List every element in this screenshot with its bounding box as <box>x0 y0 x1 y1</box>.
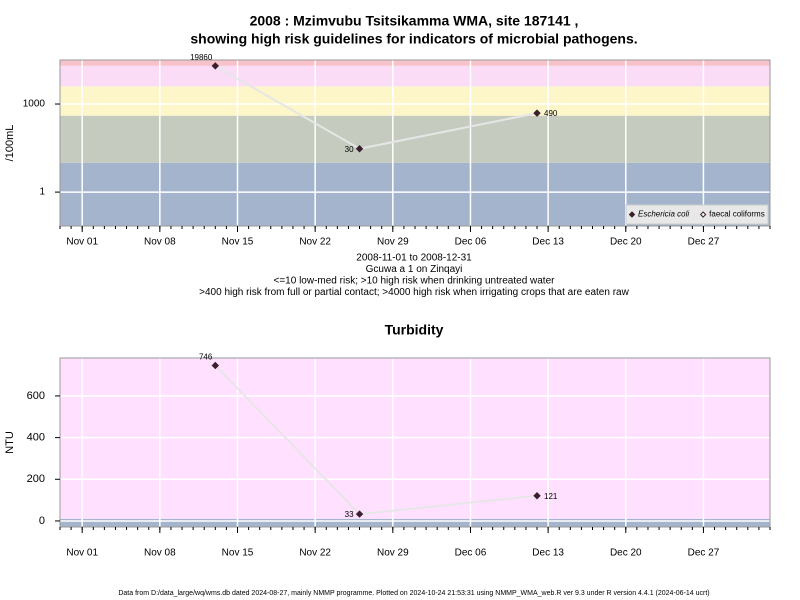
risk-band <box>60 115 770 163</box>
x-tick-label: Nov 22 <box>299 237 331 248</box>
x-tick-label: Dec 06 <box>455 237 487 248</box>
y-tick-label: 600 <box>27 390 45 402</box>
y-tick-label: 1000 <box>23 99 46 110</box>
risk-band <box>60 518 770 527</box>
x-tick-label: Nov 29 <box>377 237 409 248</box>
x-tick-label: Nov 08 <box>144 237 176 248</box>
data-label: 19860 <box>190 53 213 62</box>
y-tick-label: 1 <box>39 187 45 198</box>
data-label: 121 <box>544 492 558 501</box>
x-tick-label: Dec 20 <box>610 548 642 559</box>
x-tick-label: Nov 22 <box>299 548 331 559</box>
y-axis-label: NTU <box>4 431 16 454</box>
x-tick-label: Dec 13 <box>532 548 564 559</box>
x-tick-label: Nov 08 <box>144 548 176 559</box>
data-point <box>211 62 220 70</box>
legend-label: faecal coliforms <box>709 210 765 219</box>
legend-marker <box>628 211 636 218</box>
subtitle-note: <=10 low-med risk; >10 high risk when dr… <box>274 276 556 287</box>
x-tick-label: Dec 20 <box>610 237 642 248</box>
x-tick-label: Dec 06 <box>455 548 487 559</box>
subtitle-note: Gcuwa a 1 on Zinqayi <box>366 264 463 275</box>
footer: Data from D:/data_large/wq/wms.db dated … <box>118 590 709 597</box>
risk-band <box>60 60 770 66</box>
x-tick-label: Nov 01 <box>66 237 98 248</box>
risk-band <box>60 86 770 116</box>
chart-title: 2008 : Mzimvubu Tsitsikamma WMA, site 18… <box>250 13 579 29</box>
risk-band <box>60 358 770 519</box>
x-tick-label: Dec 27 <box>688 548 720 559</box>
chart-title: Turbidity <box>385 322 444 338</box>
y-tick-label: 400 <box>27 432 45 444</box>
y-axis-label: /100mL <box>4 125 16 162</box>
legend-label: Eschericia coli <box>638 210 689 219</box>
x-tick-label: Nov 15 <box>222 237 254 248</box>
data-point <box>533 492 541 500</box>
x-tick-label: Nov 15 <box>222 548 254 559</box>
data-label: 33 <box>345 510 354 519</box>
data-label: 746 <box>199 353 213 362</box>
x-tick-label: Dec 13 <box>532 237 564 248</box>
y-tick-label: 0 <box>39 515 45 527</box>
data-label: 30 <box>345 145 354 154</box>
chart-title: showing high risk guidelines for indicat… <box>190 31 637 47</box>
data-label: 490 <box>544 109 558 118</box>
x-tick-label: Nov 01 <box>66 548 98 559</box>
subtitle-note: 2008-11-01 to 2008-12-31 <box>356 253 472 264</box>
legend-marker <box>699 211 707 218</box>
data-point <box>211 361 220 370</box>
data-point <box>533 109 541 117</box>
data-point <box>355 510 364 518</box>
x-tick-label: Nov 29 <box>377 548 409 559</box>
risk-band <box>60 65 770 87</box>
data-point <box>355 145 364 153</box>
y-tick-label: 200 <box>27 473 45 485</box>
x-tick-label: Dec 27 <box>688 237 720 248</box>
legend-box <box>625 204 769 225</box>
subtitle-note: >400 high risk from full or partial cont… <box>199 287 629 298</box>
